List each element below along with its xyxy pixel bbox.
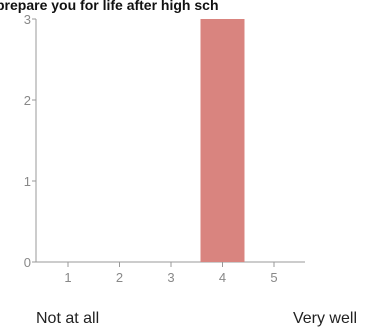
x-tick-label: 2 (116, 270, 123, 285)
bar-4 (200, 19, 245, 262)
scale-label-low: Not at all (36, 310, 99, 327)
x-tick-label: 4 (219, 270, 226, 285)
y-tick-label: 0 (24, 255, 31, 270)
y-tick-label: 2 (24, 93, 31, 108)
x-tick-label: 5 (270, 270, 277, 285)
x-tick-label: 3 (167, 270, 174, 285)
y-tick-label: 1 (24, 174, 31, 189)
chart-title: prepare you for life after high sch (0, 0, 219, 13)
x-tick-label: 1 (64, 270, 71, 285)
scale-label-high: Very well (293, 310, 357, 327)
y-tick-label: 3 (24, 12, 31, 27)
bars-group (200, 19, 245, 262)
x-axis: 1 2 3 4 5 (36, 261, 305, 285)
y-axis: 0 1 2 3 (24, 12, 37, 270)
